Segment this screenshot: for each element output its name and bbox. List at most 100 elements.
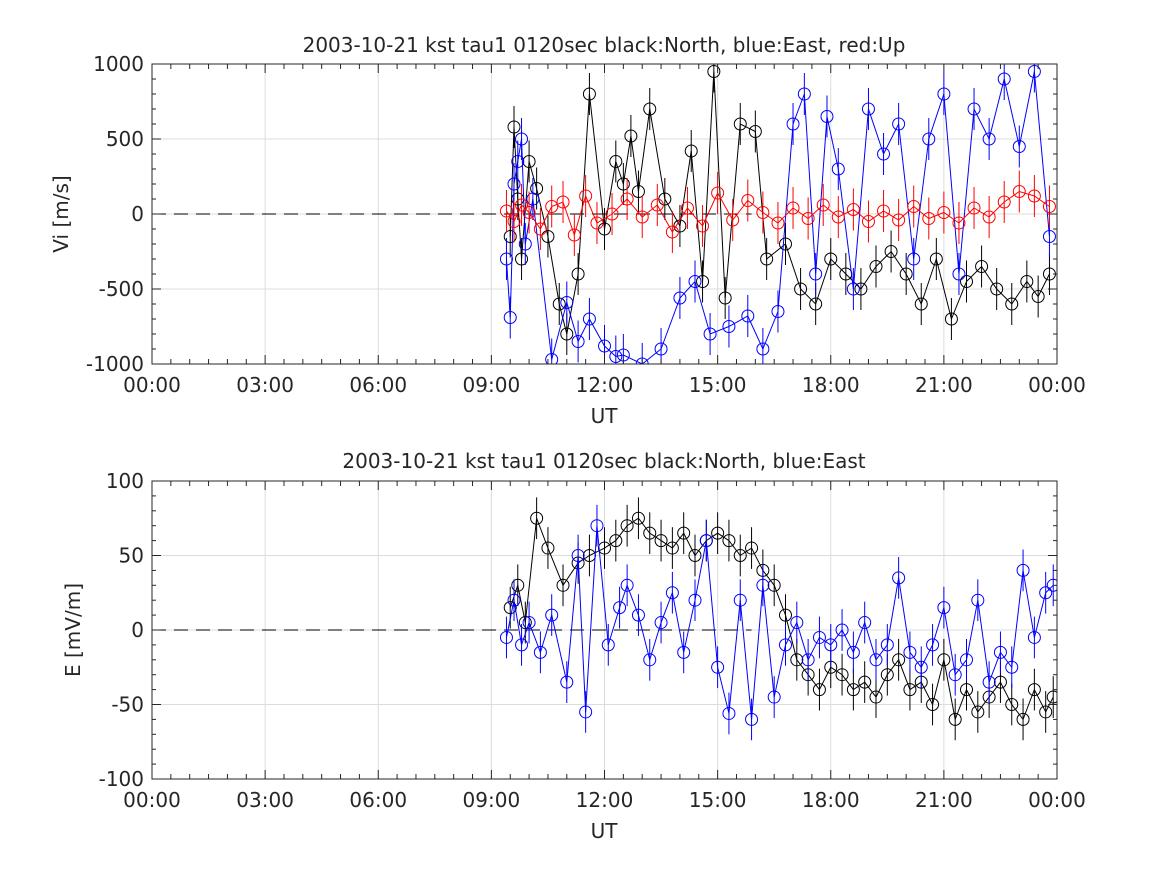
velocity-series-east-point (582, 312, 596, 326)
efield-series-north-point (609, 534, 623, 548)
efield-x-tick-label: 18:00 (802, 788, 860, 812)
efield-series-north-point (665, 541, 679, 555)
velocity-series-up-point (952, 216, 966, 230)
velocity-series-up-point (1027, 189, 1041, 203)
velocity-series-up-point (696, 219, 710, 233)
efield-series-north-point (858, 675, 872, 689)
efield-series-east-point (745, 712, 759, 726)
efield-series-east-point (579, 705, 593, 719)
efield-series-east-point (1016, 563, 1030, 577)
efield-x-tick-label: 00:00 (1028, 788, 1086, 812)
efield-series-east-point (767, 690, 781, 704)
efield-series-north-point (722, 534, 736, 548)
velocity-series-north-point (748, 125, 762, 138)
efield-series-north-point (654, 534, 668, 548)
efield-series-north-point (892, 653, 906, 667)
efield-series-north-point (1039, 705, 1053, 719)
efield-series-north-point (745, 541, 759, 555)
velocity-series-up-point (846, 203, 860, 216)
velocity-series-up-point (665, 225, 679, 239)
efield-series-east-point (601, 638, 615, 652)
efield-series-north-point (643, 526, 657, 540)
efield-series-east-point (522, 616, 536, 630)
velocity-series-north-point (571, 267, 585, 281)
efield-series-east-point (869, 653, 883, 667)
efield-y-tick-label: 50 (119, 544, 144, 568)
velocity-series-north-point (560, 327, 574, 341)
velocity-series-up-point (786, 201, 800, 215)
efield-series-north-point (937, 653, 951, 667)
efield-series-east-point (779, 638, 792, 652)
velocity-series-up-point (771, 216, 785, 230)
velocity-series-east-point (877, 147, 891, 161)
efield-series-north-point (993, 675, 1007, 689)
velocity-series-east-point (688, 275, 702, 288)
efield-series-north-point (790, 653, 804, 667)
velocity-series-east-point (741, 309, 755, 323)
efield-series-east-point (590, 519, 604, 533)
velocity-x-tick-label: 21:00 (915, 373, 973, 397)
velocity-series-up-point (711, 186, 725, 200)
velocity-series-east-point (846, 282, 860, 296)
efield-x-tick-label: 03:00 (236, 788, 294, 812)
efield-x-tick-label: 09:00 (463, 788, 521, 812)
efield-series-east-point (801, 653, 815, 667)
efield-chart-title: 2003-10-21 kst tau1 0120sec black:North,… (342, 449, 865, 473)
velocity-data-layer (499, 64, 1056, 364)
velocity-series-east-point (515, 132, 529, 146)
efield-series-north-point (1046, 690, 1057, 704)
efield-series-east-point (571, 549, 585, 562)
velocity-series-east-point (809, 267, 823, 281)
efield-series-north-point (835, 668, 849, 682)
velocity-series-north-point (899, 267, 913, 281)
velocity-series-up-point (982, 210, 996, 224)
velocity-series-north-point (582, 87, 596, 101)
velocity-series-north-point (960, 275, 973, 288)
velocity-series-east-line (505, 71, 1050, 364)
velocity-series-north-point (914, 297, 928, 311)
velocity-series-east-point (511, 155, 525, 168)
efield-series-east-point (858, 616, 872, 630)
velocity-series-north-point (990, 282, 1004, 296)
efield-series-east-point (507, 593, 521, 607)
velocity-series-east-point (635, 357, 649, 364)
efield-series-north-point (779, 608, 792, 622)
velocity-series-east-point (997, 72, 1011, 86)
efield-series-north-point (541, 541, 555, 555)
velocity-y-axis-label: Vi [m/s] (49, 175, 73, 252)
velocity-x-tick-label: 09:00 (463, 373, 521, 397)
velocity-series-north-point (616, 177, 630, 191)
velocity-series-north-point (854, 282, 868, 296)
velocity-series-up-point (620, 192, 634, 206)
efield-y-axis-label: E [mV/m] (61, 583, 85, 677)
efield-series-north-point (846, 683, 860, 697)
velocity-series-up-point (726, 213, 740, 227)
velocity-series-up-point (556, 195, 570, 209)
efield-series-east-point (812, 630, 826, 644)
velocity-series-east-point (518, 237, 532, 251)
efield-series-east-point (545, 608, 559, 622)
efield-y-tick-label: -100 (99, 767, 144, 791)
velocity-series-north-point (760, 252, 774, 266)
velocity-series-north-point (503, 230, 517, 243)
efield-series-east-point (835, 623, 849, 637)
velocity-series-north-point (929, 252, 943, 266)
velocity-series-east-point (526, 192, 540, 206)
velocity-series-up-point (545, 200, 559, 213)
efield-x-tick-label: 06:00 (349, 788, 407, 812)
velocity-y-tick-label: 1000 (93, 52, 144, 76)
velocity-series-east-point (499, 252, 513, 266)
velocity-series-up-point (967, 201, 981, 215)
velocity-series-north-point (824, 252, 838, 266)
velocity-series-east-point (545, 353, 559, 364)
velocity-series-up-point (567, 228, 581, 242)
efield-series-east-point (937, 601, 951, 615)
velocity-series-east-point (503, 311, 517, 324)
velocity-series-up-point (533, 222, 547, 236)
efield-series-east-point (892, 571, 906, 585)
velocity-series-north-point (684, 144, 698, 158)
efield-series-east-point (756, 578, 770, 592)
efield-series-east-point (722, 706, 736, 720)
velocity-series-east-point (952, 267, 966, 281)
efield-y-tick-label: 0 (131, 618, 144, 642)
